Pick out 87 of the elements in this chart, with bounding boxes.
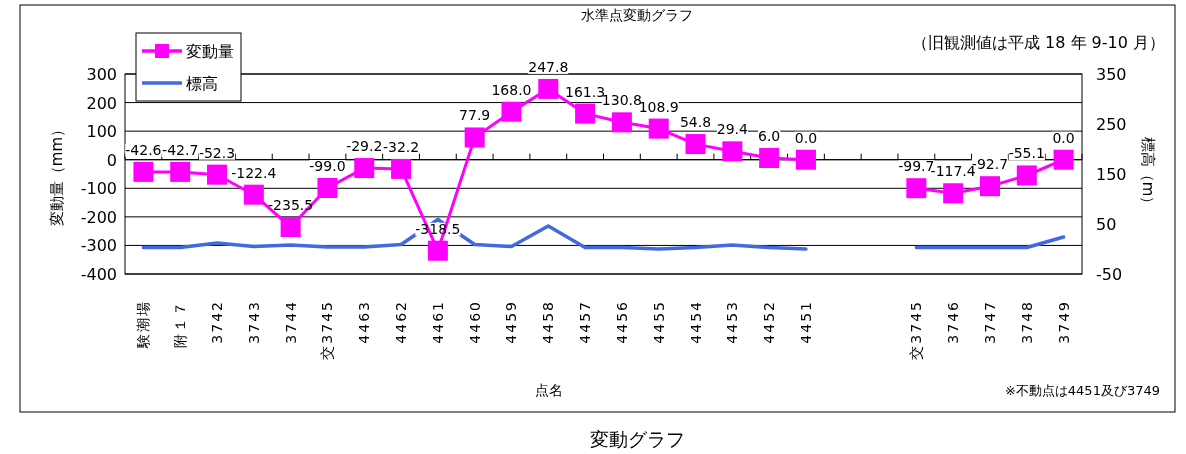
point: [722, 141, 743, 162]
data-label: 0.0: [1052, 129, 1075, 146]
x-tick-label: 附１７: [172, 300, 189, 348]
x-tick-label: 4453: [724, 300, 741, 344]
x-tick-label: 4451: [797, 300, 814, 344]
y2-tick-label: 50: [1096, 215, 1117, 234]
point: [317, 178, 338, 198]
x-tick-label: 交3745: [908, 300, 925, 360]
y2-tick-label: 250: [1096, 115, 1127, 134]
x-tick-label: 3744: [282, 300, 299, 344]
data-label: 77.9: [459, 107, 491, 124]
point: [133, 161, 154, 182]
point: [501, 101, 522, 122]
data-label: -42.7: [162, 141, 199, 158]
point: [391, 158, 412, 179]
point: [354, 158, 375, 179]
y-tick-label: 300: [86, 65, 117, 84]
data-label: -122.4: [231, 164, 277, 181]
chart-title: 水準点変動グラフ: [581, 7, 693, 23]
x-tick-label: 4457: [577, 300, 594, 344]
x-tick-label: 4452: [761, 300, 778, 344]
x-tick-label: 験潮場: [135, 300, 152, 349]
data-label: -235.5: [268, 197, 314, 213]
y-axis-title: 変動量（mm）: [48, 121, 66, 227]
data-label: 168.0: [491, 81, 532, 98]
data-label: 6.0: [758, 128, 781, 144]
y2-axis-title: 標高（m）: [1139, 136, 1157, 212]
chart-subtitle: （旧観測値は平成 18 年 9-10 月）: [911, 33, 1165, 52]
data-label: -42.6: [125, 141, 162, 158]
y-tick-label: 100: [86, 122, 117, 142]
y-tick-label: 200: [86, 93, 117, 113]
point: [1016, 165, 1037, 186]
x-tick-label: 4463: [356, 300, 373, 344]
point: [1053, 149, 1074, 170]
point: [979, 176, 1000, 197]
data-label: -32.2: [382, 138, 420, 155]
point: [207, 164, 228, 185]
x-tick-label: 4458: [540, 300, 557, 344]
y-tick-label: -300: [80, 236, 117, 256]
point: [685, 134, 706, 155]
y2-tick-label: -50: [1096, 265, 1123, 284]
data-label: 29.4: [716, 121, 749, 138]
data-label: 54.8: [679, 114, 712, 131]
x-tick-label: 3742: [209, 300, 226, 344]
y-tick-label: -100: [80, 179, 117, 199]
legend-label: 標高: [186, 74, 218, 93]
point: [280, 217, 301, 237]
y2-tick-label: 350: [1096, 65, 1127, 84]
y-tick-label: 0: [106, 150, 117, 170]
y2-tick-label: 150: [1096, 165, 1127, 184]
x-tick-label: 3748: [1018, 300, 1035, 344]
y-tick-label: -200: [80, 207, 117, 227]
point: [943, 183, 964, 204]
x-tick-label: 4455: [650, 300, 667, 344]
point: [795, 149, 816, 170]
text: 変動グラフ: [589, 428, 685, 450]
legend-label: 変動量: [186, 42, 234, 61]
point: [648, 118, 669, 139]
x-tick-label: 4461: [429, 300, 446, 344]
point: [759, 148, 780, 168]
data-label: -52.3: [198, 144, 236, 161]
x-tick-label: 3746: [945, 300, 962, 344]
point: [575, 103, 596, 124]
point: [906, 178, 927, 199]
point: [464, 127, 485, 148]
x-tick-label: 4462: [393, 300, 410, 344]
y-tick-label: -400: [80, 265, 117, 284]
data-label: -55.1: [1008, 145, 1045, 162]
x-axis-title: 点名: [535, 382, 563, 398]
x-tick-label: 3747: [981, 300, 998, 344]
x-tick-label: 4454: [687, 300, 704, 344]
point: [170, 161, 191, 182]
point: [538, 78, 559, 99]
x-tick-label: 交3745: [319, 300, 336, 360]
point: [243, 184, 264, 205]
point: [427, 240, 448, 261]
x-tick-label: 4460: [466, 300, 483, 344]
data-label: 247.8: [528, 58, 569, 75]
x-tick-label: 4456: [613, 300, 630, 344]
point: [611, 112, 632, 133]
data-label: 0.0: [794, 129, 818, 146]
x-tick-label: 4459: [503, 300, 520, 344]
data-label: -29.2: [346, 138, 383, 155]
text: ※不動点は4451及び3749: [1004, 383, 1160, 398]
x-tick-label: 3743: [245, 300, 262, 344]
x-tick-label: 3749: [1055, 300, 1072, 344]
data-label: -99.0: [309, 158, 346, 174]
